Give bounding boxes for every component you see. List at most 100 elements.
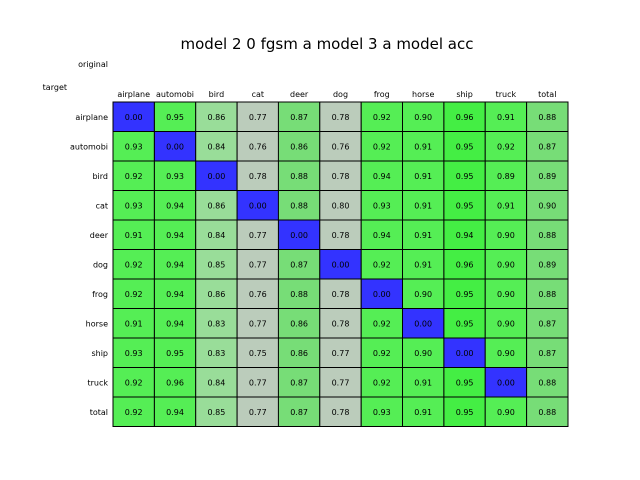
cell-value-label: 0.94 bbox=[373, 172, 391, 181]
cell-value-label: 0.78 bbox=[332, 408, 350, 417]
cell-value-label: 0.91 bbox=[497, 113, 515, 122]
table-cell bbox=[195, 131, 238, 162]
table-cell bbox=[236, 249, 280, 280]
table-cell bbox=[319, 160, 362, 191]
cell-value-label: 0.92 bbox=[373, 113, 391, 122]
table-cell bbox=[526, 308, 569, 339]
cell-value-label: 0.78 bbox=[332, 231, 350, 240]
table-cell bbox=[443, 396, 486, 427]
table-cell bbox=[443, 160, 486, 191]
table-cells: 0.00 0.95 0.86 0.77 0.87 0.78 0.92 0.90 0.96 0.91… bbox=[112, 101, 569, 427]
column-header: automobi bbox=[156, 90, 194, 99]
cell-value-label: 0.77 bbox=[332, 349, 350, 358]
table-cell bbox=[360, 278, 404, 309]
table-cell bbox=[402, 396, 445, 427]
cell-value-label: 0.84 bbox=[207, 142, 225, 151]
table-cell bbox=[112, 131, 155, 162]
table-cell bbox=[360, 160, 404, 191]
cell-value-label: 0.77 bbox=[249, 378, 267, 387]
table-cell bbox=[319, 367, 362, 398]
cell-value-label: 0.83 bbox=[207, 349, 225, 358]
table-cell bbox=[195, 190, 238, 221]
cell-value-label: 0.00 bbox=[249, 201, 267, 210]
table-cell bbox=[319, 219, 362, 250]
table-cell bbox=[526, 367, 569, 398]
table-cell bbox=[443, 131, 486, 162]
table-cell bbox=[153, 396, 197, 427]
cell-value-label: 0.92 bbox=[125, 290, 143, 299]
cell-value-label: 0.93 bbox=[125, 201, 143, 210]
table-cell bbox=[236, 219, 280, 250]
cell-value-label: 0.92 bbox=[125, 408, 143, 417]
cell-value-label: 0.92 bbox=[125, 378, 143, 387]
table-cell bbox=[112, 396, 155, 427]
cell-value-label: 0.92 bbox=[373, 349, 391, 358]
row-header: deer bbox=[90, 231, 109, 240]
cell-value-label: 0.77 bbox=[332, 378, 350, 387]
cell-value-label: 0.88 bbox=[290, 172, 308, 181]
cell-value-label: 0.75 bbox=[249, 349, 267, 358]
cell-value-label: 0.80 bbox=[332, 201, 350, 210]
cell-value-label: 0.90 bbox=[538, 201, 556, 210]
cell-value-label: 0.91 bbox=[414, 231, 432, 240]
table-cell bbox=[277, 131, 321, 162]
row-header-label: original bbox=[78, 60, 108, 69]
cell-value-label: 0.92 bbox=[125, 260, 143, 269]
cell-value-label: 0.94 bbox=[166, 201, 184, 210]
table-cell bbox=[402, 131, 445, 162]
table-cell bbox=[526, 278, 569, 309]
column-header: airplane bbox=[117, 90, 150, 99]
table-cell bbox=[319, 131, 362, 162]
table-cell bbox=[153, 219, 197, 250]
cell-value-label: 0.00 bbox=[456, 349, 474, 358]
cell-value-label: 0.77 bbox=[249, 231, 267, 240]
table-cell bbox=[526, 131, 569, 162]
cell-value-label: 0.78 bbox=[332, 319, 350, 328]
row-header: dog bbox=[93, 260, 108, 269]
cell-value-label: 0.86 bbox=[207, 113, 225, 122]
row-header: bird bbox=[92, 172, 108, 181]
table-cell bbox=[277, 308, 321, 339]
table-cell bbox=[484, 396, 528, 427]
cell-value-label: 0.95 bbox=[456, 378, 474, 387]
cell-value-label: 0.95 bbox=[456, 142, 474, 151]
cell-value-label: 0.86 bbox=[290, 319, 308, 328]
table-cell bbox=[195, 278, 238, 309]
cell-value-label: 0.88 bbox=[538, 290, 556, 299]
row-header: ship bbox=[91, 349, 108, 358]
cell-value-label: 0.94 bbox=[166, 408, 184, 417]
row-header: automobi bbox=[70, 142, 108, 151]
table-cell bbox=[526, 219, 569, 250]
table-cell bbox=[526, 190, 569, 221]
table-cell bbox=[236, 308, 280, 339]
cell-value-label: 0.87 bbox=[290, 260, 308, 269]
table-cell bbox=[484, 278, 528, 309]
cell-value-label: 0.96 bbox=[456, 260, 474, 269]
cell-value-label: 0.91 bbox=[414, 408, 432, 417]
cell-value-label: 0.00 bbox=[207, 172, 225, 181]
col-header-label: target bbox=[43, 83, 67, 92]
column-headers: airplane automobi bird cat deer dog frog horse s… bbox=[117, 90, 556, 99]
cell-value-label: 0.83 bbox=[207, 319, 225, 328]
column-header: truck bbox=[496, 90, 517, 99]
table-cell bbox=[526, 337, 569, 368]
cell-value-label: 0.94 bbox=[166, 319, 184, 328]
cell-value-label: 0.92 bbox=[373, 142, 391, 151]
cell-value-label: 0.91 bbox=[414, 378, 432, 387]
cell-value-label: 0.78 bbox=[249, 172, 267, 181]
column-header: cat bbox=[252, 90, 264, 99]
cell-value-label: 0.90 bbox=[414, 290, 432, 299]
table-cell bbox=[526, 101, 569, 132]
cell-value-label: 0.90 bbox=[497, 349, 515, 358]
cell-value-label: 0.89 bbox=[538, 260, 556, 269]
table-cell bbox=[484, 219, 528, 250]
cell-value-label: 0.86 bbox=[290, 142, 308, 151]
table-cell bbox=[526, 160, 569, 191]
row-header: airplane bbox=[75, 113, 108, 122]
cell-value-label: 0.00 bbox=[497, 378, 515, 387]
cell-value-label: 0.91 bbox=[414, 172, 432, 181]
cell-value-label: 0.92 bbox=[497, 142, 515, 151]
table-cell bbox=[195, 337, 238, 368]
cell-value-label: 0.93 bbox=[125, 349, 143, 358]
